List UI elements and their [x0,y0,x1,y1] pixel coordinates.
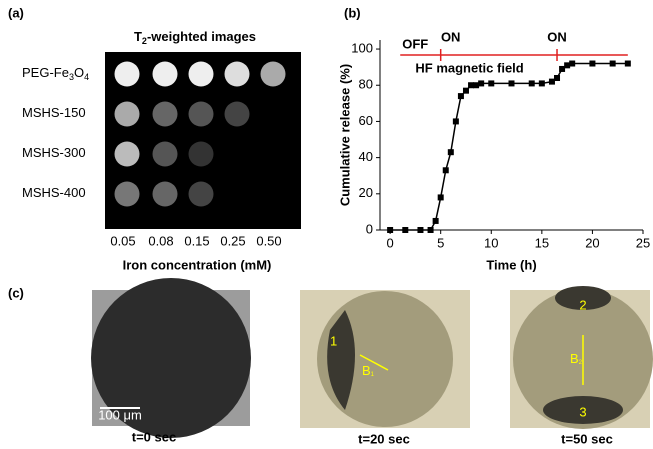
phantom [225,62,250,87]
y-tick-label: 40 [359,149,373,164]
label-part: 4 [84,72,89,82]
data-point [625,61,631,67]
x-axis-label: Time (h) [486,257,536,272]
micrograph: 1 B1 [300,290,470,428]
x-tick-label: 0 [386,235,393,250]
phantom [189,182,214,207]
column-label: 0.15 [184,233,209,248]
phantom [153,102,178,127]
series-line [390,64,628,230]
x-tick-label: 10 [484,235,498,250]
marker: 3 [579,404,586,419]
phantom [153,182,178,207]
phantom [189,142,214,167]
row-label: PEG-Fe3O4 [22,65,89,82]
marker: 1 [330,333,337,348]
phantom [189,62,214,87]
phantom [115,62,140,87]
micrograph: 2 3 B2 [510,286,653,429]
data-point [443,167,449,173]
annotation: ON [547,29,567,44]
data-point [458,93,464,99]
data-point [589,61,595,67]
data-point [463,88,469,94]
data-point [610,61,616,67]
figure: (a) T2-weighted images Iron concentratio… [0,0,653,449]
data-point [433,218,439,224]
label-part: MSHS-150 [22,105,86,120]
data-point [554,75,560,81]
data-point [417,227,423,233]
data-point [529,80,535,86]
micrograph: 100 μm [91,278,251,438]
x-tick-label: 20 [585,235,599,250]
x-tick-label: 5 [437,235,444,250]
data-point [539,80,545,86]
panel-label: (c) [8,285,24,300]
annotation: OFF [402,36,428,51]
column-label: 0.05 [110,233,135,248]
row-label: MSHS-150 [22,105,86,120]
column-label: 0.25 [220,233,245,248]
row-label: MSHS-400 [22,185,86,200]
data-point [509,80,515,86]
data-point [453,118,459,124]
caption: t=50 sec [561,431,613,446]
data-point [448,149,454,155]
phantom [115,102,140,127]
y-tick-label: 100 [351,40,373,55]
phantom [261,62,286,87]
phantom [115,142,140,167]
y-tick-label: 0 [366,221,373,236]
column-label: 0.50 [256,233,281,248]
data-point [402,227,408,233]
y-tick-label: 20 [359,185,373,200]
data-point [488,80,494,86]
data-point [438,194,444,200]
y-tick-label: 80 [359,77,373,92]
x-tick-label: 25 [636,235,650,250]
phantom [153,62,178,87]
caption: t=0 sec [132,429,176,444]
label-part: O [74,65,84,80]
marker: 2 [579,297,586,312]
caption: t=20 sec [358,431,410,446]
x-tick-label: 15 [535,235,549,250]
panel-label: (b) [344,5,361,20]
column-label: 0.08 [148,233,173,248]
data-point [569,61,575,67]
data-point [387,227,393,233]
phantom [115,182,140,207]
label-part: MSHS-300 [22,145,86,160]
panel-label: (a) [8,5,24,20]
annotation: HF magnetic field [415,60,523,75]
y-tick-label: 60 [359,113,373,128]
phantom [225,102,250,127]
scale-bar: 100 μm [98,407,142,422]
phantom [153,142,178,167]
row-label: MSHS-300 [22,145,86,160]
label-part: PEG-Fe [22,65,69,80]
x-axis-label: Iron concentration (mM) [123,257,272,272]
phantom [189,102,214,127]
label-part: MSHS-400 [22,185,86,200]
data-point [478,80,484,86]
y-axis-label: Cumulative release (%) [337,64,352,206]
annotation: ON [441,29,461,44]
data-point [428,227,434,233]
panel-title: T2-weighted images [134,29,256,46]
